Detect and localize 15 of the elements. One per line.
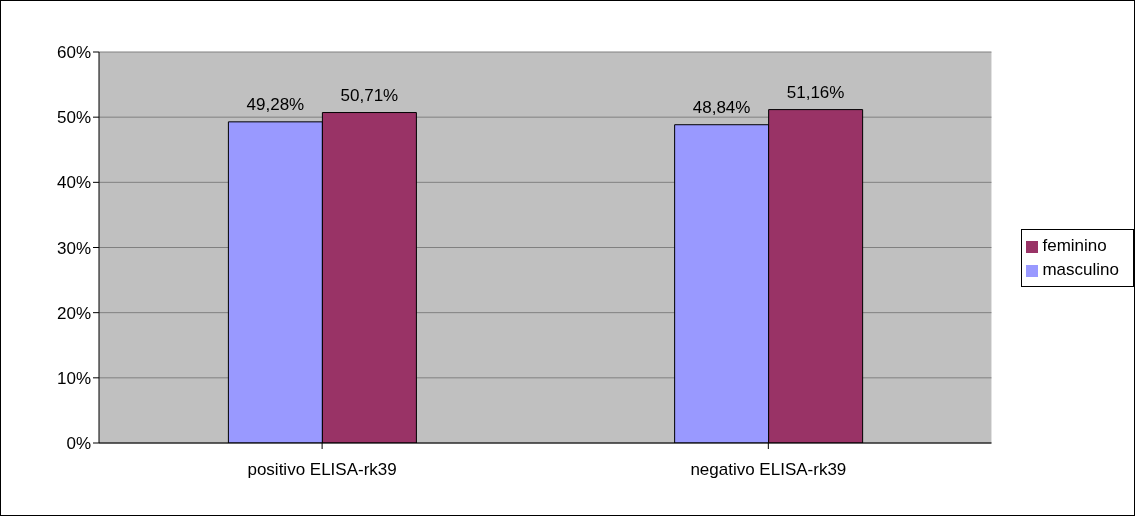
legend-label: feminino bbox=[1042, 236, 1107, 255]
data-label: 50,71% bbox=[340, 85, 399, 105]
data-label: 48,84% bbox=[692, 97, 751, 117]
legend-label: masculino bbox=[1042, 260, 1119, 279]
y-tick-label: 20% bbox=[56, 303, 91, 323]
x-tick-label: positivo ELISA-rk39 bbox=[247, 460, 397, 480]
data-label: 51,16% bbox=[786, 82, 845, 102]
y-tick-label: 40% bbox=[56, 173, 91, 193]
y-tick-label: 0% bbox=[66, 434, 91, 454]
data-label: 49,28% bbox=[246, 94, 305, 114]
y-tick-label: 50% bbox=[56, 108, 91, 128]
y-tick-label: 30% bbox=[56, 238, 91, 258]
y-tick-label: 10% bbox=[56, 368, 91, 388]
y-tick-label: 60% bbox=[56, 43, 91, 63]
x-tick-label: negativo ELISA-rk39 bbox=[690, 460, 847, 480]
